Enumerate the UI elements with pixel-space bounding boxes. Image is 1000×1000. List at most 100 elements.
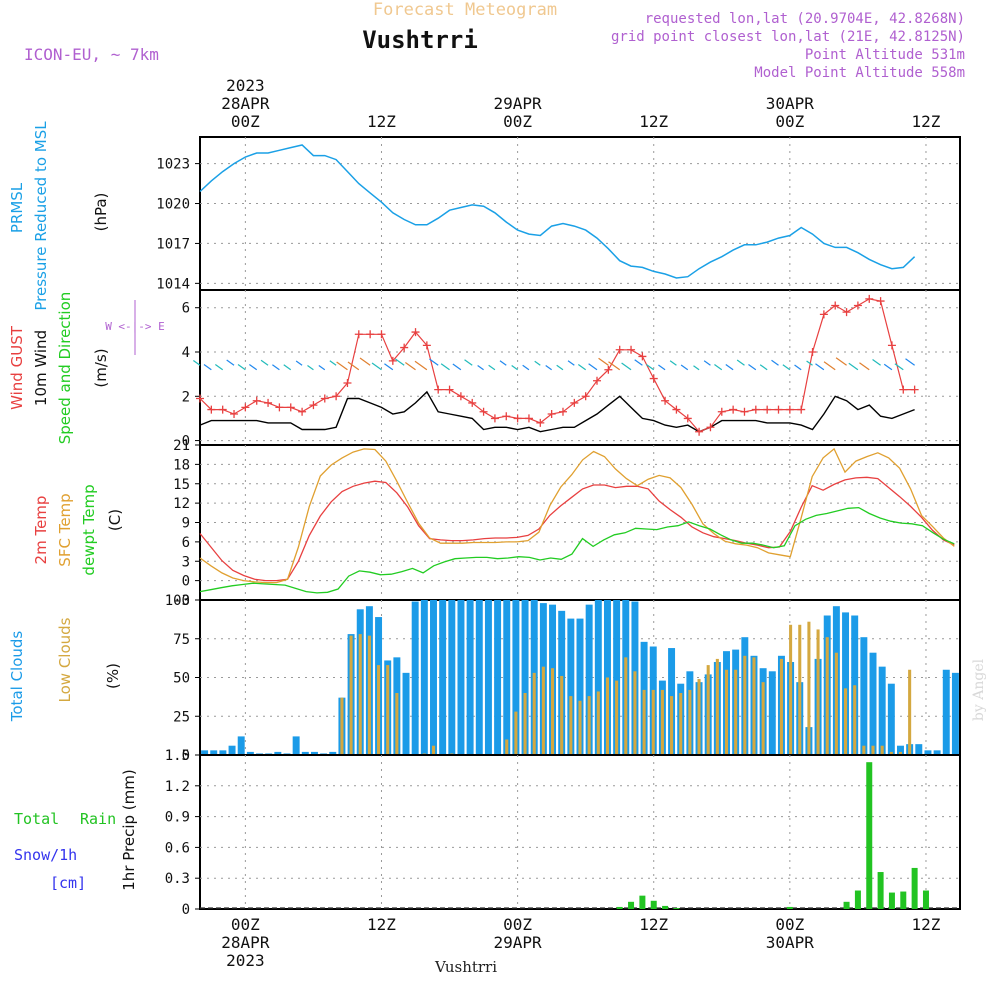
rain-bar	[639, 895, 646, 909]
precip-ytick-label: 1.2	[165, 779, 190, 795]
clouds-unit-label: (%)	[104, 663, 122, 689]
gust-marker	[558, 407, 567, 416]
total-cloud-bar	[585, 604, 593, 755]
low-cloud-bar	[660, 689, 664, 755]
gust-marker	[910, 385, 919, 394]
footer-location: Vushtrri	[434, 958, 497, 976]
wind-arrow	[522, 364, 530, 371]
low-cloud-bar	[587, 696, 591, 755]
t2m-label: 2m Temp	[32, 496, 50, 565]
wind-arrow	[703, 360, 711, 366]
bottom-hour-label: 12Z	[912, 915, 941, 934]
low-cloud-bar	[789, 624, 793, 755]
low-cloud-bar	[615, 680, 619, 755]
gust-marker	[729, 405, 738, 414]
gust-marker	[264, 398, 273, 407]
low-cloud-bar	[505, 739, 509, 755]
gust-marker	[887, 341, 896, 350]
total-cloud-bar	[494, 600, 502, 755]
pressure-unit-label: (hPa)	[92, 193, 110, 232]
total-cloud-bar	[521, 600, 529, 755]
wind-arrow	[452, 363, 462, 371]
low-cloud-bar	[386, 665, 390, 755]
total-cloud-bar	[210, 750, 218, 755]
wind-arrow	[634, 359, 643, 366]
total-cloud-bar	[594, 600, 602, 755]
bottom-year-label: 2023	[226, 951, 265, 970]
gust-marker	[286, 403, 295, 412]
total-cloud-bar	[869, 652, 877, 755]
pressure-frame	[199, 136, 961, 291]
wind-arrow	[405, 361, 416, 371]
low-cloud-bar	[807, 621, 811, 755]
total-cloud-bar	[484, 600, 492, 755]
low-cloud-bar	[395, 693, 399, 755]
low-cloud-bar	[715, 658, 719, 755]
total-cloud-bar	[576, 618, 584, 755]
gust-marker	[388, 356, 397, 365]
wind-speed-dir-label: Speed and Direction	[56, 292, 74, 445]
total-cloud-bar	[246, 751, 254, 755]
gust-marker	[581, 392, 590, 401]
temp-unit-label: (C)	[106, 509, 124, 531]
low-clouds-label: Low Clouds	[56, 617, 74, 702]
total-cloud-bar	[430, 600, 437, 755]
total-cloud-bar	[228, 745, 236, 755]
clouds-panel: 0 25 50 75 100	[165, 593, 961, 764]
model-label: ICON-EU, ~ 7km	[24, 45, 159, 64]
total-cloud-bar	[201, 750, 209, 755]
wind-arrow	[226, 359, 235, 366]
wind-arrow	[429, 358, 439, 366]
gust-marker	[649, 374, 658, 383]
wind-arrow	[477, 364, 484, 371]
pressure-line	[199, 144, 916, 279]
wind-arrow	[680, 364, 689, 371]
low-cloud-bar	[431, 745, 436, 755]
total-cloud-bar	[915, 744, 923, 755]
wind-arrow	[336, 361, 348, 371]
top-hour-label: 12Z	[912, 112, 941, 131]
wind10-label: 10m Wind	[32, 330, 50, 406]
gust-marker	[536, 418, 545, 427]
gust-marker	[774, 405, 783, 414]
gust-marker	[524, 414, 533, 423]
top-year-label: 2023	[226, 76, 265, 95]
wind-ytick-label: 4	[182, 345, 190, 361]
wind-arrow	[556, 364, 564, 371]
gust-marker	[831, 301, 840, 310]
wind-arrow	[894, 363, 904, 371]
gust-marker	[434, 385, 443, 394]
pressure-desc-label: Pressure Reduced to MSL	[32, 121, 50, 311]
dewpt-label: dewpt Temp	[80, 484, 98, 575]
top-hour-label: 12Z	[639, 112, 668, 131]
wind-panel: 0 2 4 6	[134, 289, 961, 450]
wind-arrow	[658, 364, 666, 371]
temp-ytick-label: 0	[182, 574, 190, 590]
total-cloud-bar	[411, 601, 419, 755]
low-cloud-bar	[679, 693, 683, 755]
gust-marker	[865, 294, 874, 303]
temp-ytick-label: 15	[173, 477, 190, 493]
wind-arrow	[488, 364, 496, 371]
gust-marker	[683, 414, 692, 423]
low-cloud-bar	[798, 624, 802, 755]
temp-ytick-label: -3	[173, 593, 190, 609]
low-cloud-bar	[340, 697, 344, 755]
precip-rain-label: Rain	[80, 810, 116, 828]
total-cloud-bar	[878, 666, 886, 755]
gust-marker	[706, 423, 715, 432]
total-cloud-bar	[768, 671, 776, 755]
prmsl-label: PRMSL	[8, 182, 26, 233]
low-cloud-bar	[358, 634, 362, 755]
gust-marker	[456, 392, 465, 401]
wind-arrow	[782, 364, 791, 371]
wind-arrow	[329, 360, 337, 366]
total-cloud-bar	[466, 600, 474, 755]
wind-arrow	[646, 363, 655, 371]
low-cloud-bar	[541, 666, 545, 755]
wind-gust-label: Wind GUST	[8, 325, 26, 410]
wind-arrow	[748, 363, 757, 371]
wind-arrow	[283, 364, 292, 371]
low-cloud-bar	[633, 671, 637, 755]
